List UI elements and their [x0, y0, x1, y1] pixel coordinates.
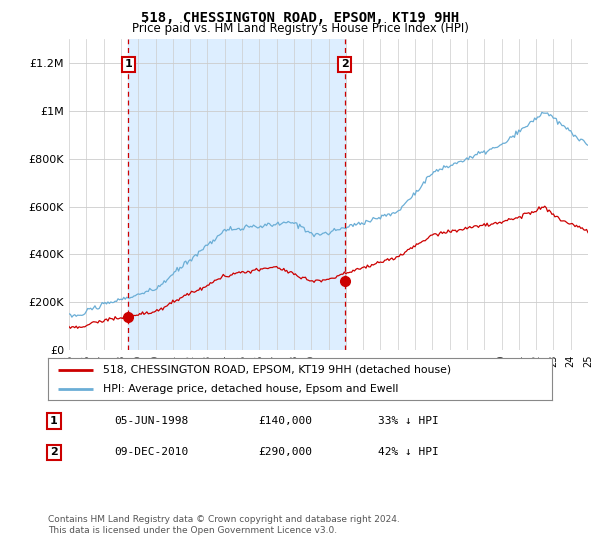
Text: 09-DEC-2010: 09-DEC-2010 — [114, 447, 188, 458]
Text: HPI: Average price, detached house, Epsom and Ewell: HPI: Average price, detached house, Epso… — [103, 384, 399, 394]
Text: 33% ↓ HPI: 33% ↓ HPI — [378, 416, 439, 426]
Bar — [128, 39, 344, 350]
Text: Price paid vs. HM Land Registry's House Price Index (HPI): Price paid vs. HM Land Registry's House … — [131, 22, 469, 35]
Text: 42% ↓ HPI: 42% ↓ HPI — [378, 447, 439, 458]
Text: 2: 2 — [341, 59, 349, 69]
Text: 518, CHESSINGTON ROAD, EPSOM, KT19 9HH: 518, CHESSINGTON ROAD, EPSOM, KT19 9HH — [141, 11, 459, 25]
Text: 518, CHESSINGTON ROAD, EPSOM, KT19 9HH (detached house): 518, CHESSINGTON ROAD, EPSOM, KT19 9HH (… — [103, 365, 452, 375]
Text: 05-JUN-1998: 05-JUN-1998 — [114, 416, 188, 426]
Text: £140,000: £140,000 — [258, 416, 312, 426]
Text: 2: 2 — [50, 447, 58, 458]
Text: Contains HM Land Registry data © Crown copyright and database right 2024.
This d: Contains HM Land Registry data © Crown c… — [48, 515, 400, 535]
Text: 1: 1 — [124, 59, 132, 69]
Text: 1: 1 — [50, 416, 58, 426]
Text: £290,000: £290,000 — [258, 447, 312, 458]
